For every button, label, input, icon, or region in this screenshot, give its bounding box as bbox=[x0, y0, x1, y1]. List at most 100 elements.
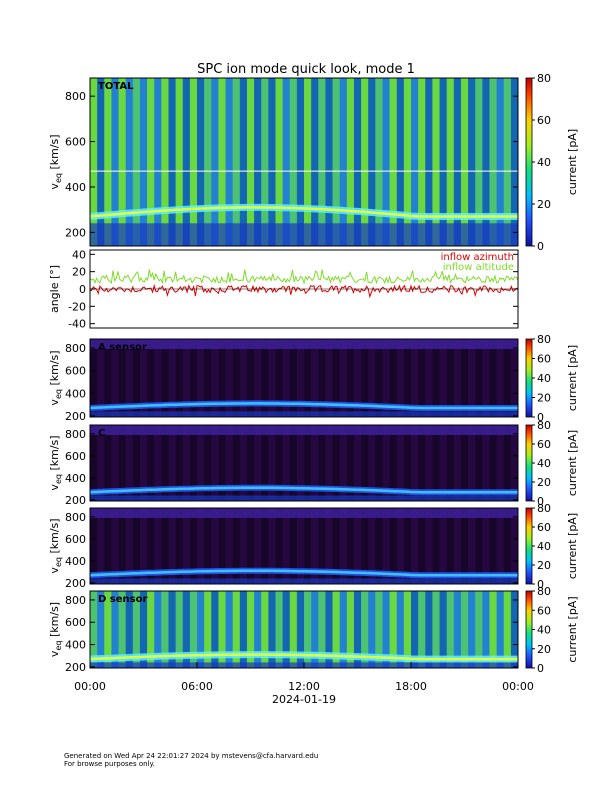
D-heatmap-stripe bbox=[396, 591, 405, 668]
total-heatmap-stripe bbox=[439, 78, 448, 246]
A-heatmap-stripe bbox=[147, 339, 155, 417]
C-heatmap-stripe bbox=[446, 425, 455, 501]
D-colorbar-label: current [pA] bbox=[566, 596, 579, 662]
C-heatmap-stripe bbox=[389, 425, 398, 501]
D-heatmap-stripe bbox=[189, 591, 198, 668]
D-heatmap-stripe bbox=[503, 591, 512, 668]
B-frame bbox=[89, 507, 519, 585]
C-heatmap-stripe bbox=[432, 425, 441, 501]
B-heatmap-stripe bbox=[97, 508, 105, 584]
B-heatmap-stripe bbox=[510, 508, 519, 584]
total-ylabel: veq [km/s] bbox=[48, 134, 63, 189]
C-ytick-label: 800 bbox=[65, 428, 86, 441]
A-heatmap-stripe bbox=[289, 339, 298, 417]
D-heatmap-stripe bbox=[289, 591, 298, 668]
C-heatmap-stripe bbox=[304, 425, 312, 501]
B-colorbar bbox=[525, 507, 533, 585]
C-heatmap-stripe bbox=[90, 425, 98, 501]
angle-ytick-label: -40 bbox=[68, 318, 86, 331]
C-heatmap-stripe bbox=[189, 425, 198, 501]
total-heatmap-stripe bbox=[125, 78, 134, 246]
A-colorbar-tick-label: 60 bbox=[537, 353, 551, 366]
D-heatmap-stripe bbox=[418, 591, 426, 668]
B-heatmap-stripe bbox=[232, 508, 241, 584]
A-heatmap-stripe bbox=[139, 339, 148, 417]
A-colorbar-tick-label: 80 bbox=[537, 333, 551, 346]
A-heatmap-stripe bbox=[318, 339, 326, 417]
D-heatmap-stripe bbox=[147, 591, 155, 668]
A-heatmap-stripe bbox=[111, 339, 120, 417]
A-colorbar-tick-label: 20 bbox=[537, 392, 551, 405]
D-heatmap-stripe bbox=[125, 591, 134, 668]
B-heatmap-stripe bbox=[168, 508, 177, 584]
A-heatmap-stripe bbox=[368, 339, 376, 417]
B-heatmap-stripe bbox=[361, 508, 369, 584]
D-heatmap-stripe bbox=[318, 591, 326, 668]
C-top-band bbox=[90, 425, 518, 435]
total-colorbar-label: current [pA] bbox=[566, 129, 579, 195]
A-frame bbox=[89, 338, 519, 418]
D-heatmap-stripe bbox=[496, 591, 505, 668]
B-heatmap-stripe bbox=[275, 508, 284, 584]
B-heatmap-stripe bbox=[282, 508, 291, 584]
B-heatmap-stripe bbox=[425, 508, 433, 584]
total-heatmap-stripe bbox=[289, 78, 298, 246]
total-heatmap-stripe bbox=[261, 78, 269, 246]
D-colorbar bbox=[525, 590, 533, 669]
total-heatmap-stripe bbox=[432, 78, 441, 246]
C-heatmap-stripe bbox=[332, 425, 341, 501]
B-ylabel: veq [km/s] bbox=[48, 518, 63, 573]
A-heatmap-stripe bbox=[446, 339, 455, 417]
D-heatmap-stripe bbox=[197, 591, 205, 668]
D-heatmap-stripe bbox=[453, 591, 462, 668]
A-colorbar-label: current [pA] bbox=[566, 345, 579, 411]
B-heatmap-stripe bbox=[439, 508, 448, 584]
angle-ytick-label: -20 bbox=[68, 300, 86, 313]
total-heatmap-stripe bbox=[254, 78, 262, 246]
B-colorbar-tick-label: 60 bbox=[537, 521, 551, 534]
A-heatmap-stripe bbox=[339, 339, 348, 417]
D-heatmap-stripe bbox=[90, 591, 98, 668]
total-heatmap-stripe bbox=[453, 78, 462, 246]
A-heatmap-stripe bbox=[118, 339, 127, 417]
total-heatmap-stripe bbox=[503, 78, 512, 246]
A-heatmap-stripe bbox=[218, 339, 227, 417]
C-heatmap-stripe bbox=[275, 425, 284, 501]
B-colorbar-tick-label: 0 bbox=[537, 578, 544, 591]
C-heatmap-stripe bbox=[197, 425, 205, 501]
C-heatmap-stripe bbox=[339, 425, 348, 501]
D-heatmap-stripe bbox=[304, 591, 312, 668]
B-heatmap-stripe bbox=[475, 508, 483, 584]
B-heatmap-stripe bbox=[496, 508, 505, 584]
total-heatmap-stripe bbox=[353, 78, 362, 246]
A-heatmap-stripe bbox=[168, 339, 177, 417]
total-heatmap-stripe bbox=[232, 78, 241, 246]
C-heatmap-stripe bbox=[496, 425, 505, 501]
D-heatmap-stripe bbox=[104, 591, 112, 668]
total-colorbar-tick-label: 60 bbox=[537, 114, 551, 127]
A-heatmap-stripe bbox=[460, 339, 469, 417]
C-heatmap-stripe bbox=[361, 425, 369, 501]
C-heatmap-stripe bbox=[453, 425, 462, 501]
A-heatmap-stripe bbox=[254, 339, 262, 417]
D-heatmap-stripe bbox=[468, 591, 476, 668]
D-heatmap-stripe bbox=[254, 591, 262, 668]
A-heatmap-stripe bbox=[482, 339, 490, 417]
C-heatmap-stripe bbox=[161, 425, 169, 501]
D-colorbar-tick-label: 80 bbox=[537, 585, 551, 598]
B-heatmap-stripe bbox=[489, 508, 498, 584]
C-heatmap-stripe bbox=[261, 425, 269, 501]
D-heatmap-stripe bbox=[225, 591, 234, 668]
total-heatmap-stripe bbox=[275, 78, 284, 246]
C-heatmap-stripe bbox=[482, 425, 490, 501]
C-heatmap-stripe bbox=[246, 425, 255, 501]
C-heatmap-stripe bbox=[425, 425, 433, 501]
B-heatmap-stripe bbox=[182, 508, 191, 584]
D-heatmap-stripe bbox=[211, 591, 219, 668]
D-heatmap-stripe bbox=[425, 591, 433, 668]
A-heatmap-stripe bbox=[268, 339, 276, 417]
C-frame bbox=[89, 424, 519, 502]
A-heatmap-stripe bbox=[204, 339, 212, 417]
C-heatmap-stripe bbox=[296, 425, 305, 501]
figure-title: SPC ion mode quick look, mode 1 bbox=[197, 62, 415, 77]
